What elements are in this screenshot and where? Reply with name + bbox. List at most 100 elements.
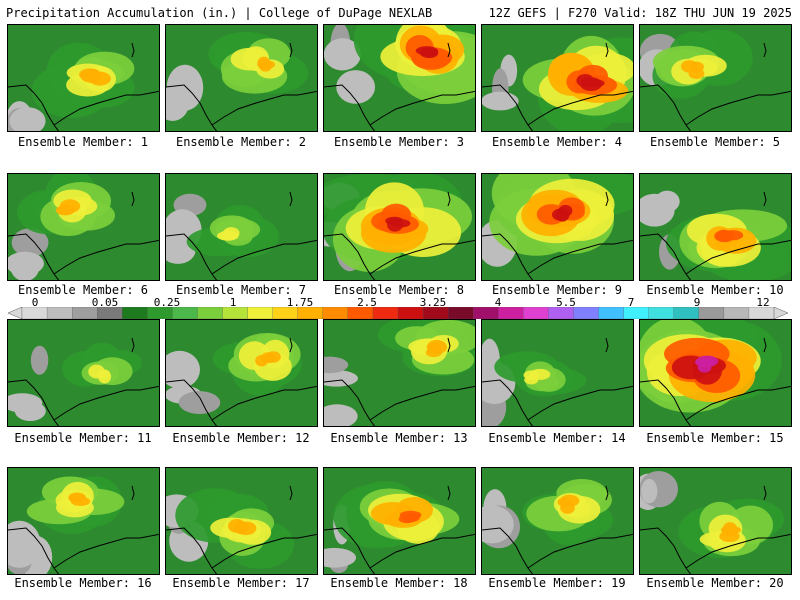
ensemble-member-map [165,24,318,132]
coastline-border [640,233,791,280]
lake-outline [605,191,609,207]
colorbar-swatch [322,307,349,319]
ensemble-member-map [7,467,160,575]
model-valid-time: 12Z GEFS | F270 Valid: 18Z THU JUN 19 20… [488,6,792,20]
ensemble-member-label: Ensemble Member: 7 [175,283,307,297]
precip-colorbar [8,307,788,319]
lake-outline [289,42,293,58]
precip-field [640,468,791,574]
ensemble-member-map [7,319,160,427]
dry-area [324,404,358,426]
ensemble-member-map [323,319,476,427]
precip-field [166,174,317,280]
lake-outline [447,485,451,501]
ensemble-member-label: Ensemble Member: 18 [330,576,468,590]
ensemble-member-map [165,467,318,575]
ensemble-member-map [323,467,476,575]
dry-area [8,251,44,276]
coastline-border [324,379,475,426]
lake-outline [605,337,609,353]
dry-area [640,193,675,227]
lake-outline [447,337,451,353]
coastline-border [482,233,633,280]
precip-contour [688,68,705,79]
coastline-border [482,84,633,131]
ensemble-member-map [165,173,318,281]
precip-contour [257,56,271,70]
ensemble-member-map [481,24,634,132]
ensemble-member-map [639,24,792,132]
dry-area [8,520,41,568]
coastline-border [640,379,791,426]
precip-field [640,320,791,426]
precip-field [8,174,159,280]
precip-contour [228,519,246,533]
lake-outline [605,42,609,58]
coastline-border [166,527,317,574]
dry-area [8,393,43,413]
lake-outline [289,337,293,353]
coastline-border [166,233,317,280]
dry-area [178,391,221,414]
precip-contour [559,494,580,507]
lake-outline [131,337,135,353]
precip-contour [97,369,111,379]
precip-contour [68,494,86,503]
colorbar-swatch [197,307,224,319]
dry-area [324,547,357,568]
colorbar-max-arrow [773,307,788,319]
coastline-border [324,527,475,574]
dry-area [166,64,204,111]
precip-field [324,320,475,426]
lake-outline [605,485,609,501]
coastline-border [482,379,633,426]
precip-field [8,25,159,131]
precip-field [166,320,317,426]
lake-outline [131,485,135,501]
lake-outline [131,191,135,207]
precip-contour [529,368,551,380]
precip-field [324,468,475,574]
colorbar-swatch [498,307,524,319]
ensemble-member-map [481,319,634,427]
precip-field [640,25,791,131]
coastline-border [166,379,317,426]
coastline-border [324,233,475,280]
colorbar-tick-label: 1.75 [286,296,314,309]
ensemble-member-map [7,24,160,132]
ensemble-member-label: Ensemble Member: 13 [330,431,468,445]
precip-field [166,468,317,574]
colorbar-tick-label: 9 [693,296,701,309]
colorbar-tick-label: 0.25 [153,296,181,309]
ensemble-member-label: Ensemble Member: 3 [333,135,465,149]
ensemble-member-map [7,173,160,281]
dry-area [30,345,49,375]
lake-outline [289,485,293,501]
coastline-border [640,84,791,131]
coastline-border [640,527,791,574]
precip-contour [57,205,75,216]
precip-field [482,25,633,131]
coastline-border [8,233,159,280]
colorbar-swatch [648,307,675,319]
ensemble-member-map [639,467,792,575]
precip-contour [427,342,442,354]
colorbar-tick-label: 12 [756,296,770,309]
ensemble-member-map [323,24,476,132]
precip-field [8,320,159,426]
precip-contour [80,68,103,83]
ensemble-member-label: Ensemble Member: 11 [14,431,152,445]
dry-area [324,38,361,71]
colorbar-tick-label: 7 [627,296,635,309]
precip-field [482,320,633,426]
ensemble-member-label: Ensemble Member: 5 [649,135,781,149]
dry-area [11,228,49,257]
dry-area [641,478,658,504]
precip-field [640,174,791,280]
precip-contour [216,231,239,241]
dry-area [324,356,349,374]
colorbar-tick-label: 5.5 [556,296,576,309]
ensemble-member-label: Ensemble Member: 10 [646,283,784,297]
precip-contour [420,48,439,57]
ensemble-member-label: Ensemble Member: 9 [491,283,623,297]
